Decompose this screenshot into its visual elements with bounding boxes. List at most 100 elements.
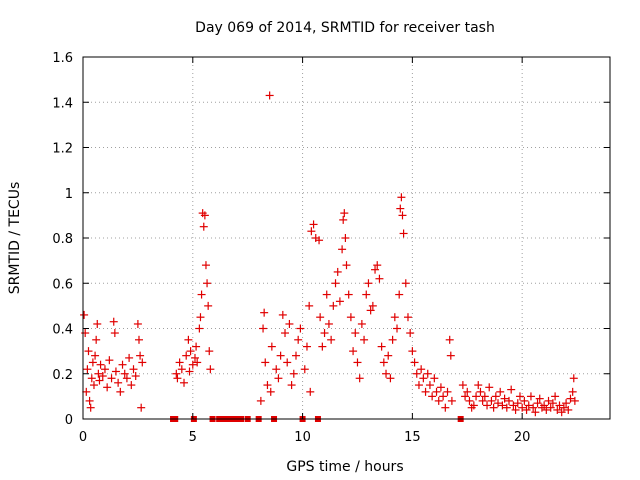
data-point xyxy=(421,387,430,396)
data-point xyxy=(522,405,531,414)
data-point xyxy=(500,394,509,403)
data-point xyxy=(294,335,303,344)
data-point xyxy=(307,227,316,236)
data-point xyxy=(267,342,276,351)
data-point xyxy=(322,290,331,299)
data-point xyxy=(489,403,498,412)
data-point xyxy=(398,211,407,220)
data-point xyxy=(388,335,397,344)
data-point xyxy=(504,396,513,405)
data-point xyxy=(281,329,290,338)
data-point xyxy=(408,347,417,356)
data-point xyxy=(320,329,329,338)
data-point xyxy=(287,381,296,390)
data-point xyxy=(338,245,347,254)
data-point xyxy=(333,267,342,276)
data-point xyxy=(474,381,483,390)
data-point xyxy=(443,387,452,396)
data-point xyxy=(406,329,415,338)
data-point xyxy=(80,310,89,319)
data-point xyxy=(568,387,577,396)
data-point xyxy=(434,396,443,405)
y-tick-labels: 0 0.2 0.4 0.6 0.8 1 1.2 1.4 1.6 xyxy=(52,51,73,428)
data-point xyxy=(199,222,208,231)
x-tick-label: 5 xyxy=(189,430,197,445)
data-point xyxy=(513,399,522,408)
data-point xyxy=(447,396,456,405)
data-point xyxy=(382,369,391,378)
x-tick-label: 15 xyxy=(404,430,421,445)
data-point xyxy=(346,313,355,322)
data-point xyxy=(419,374,428,383)
data-point xyxy=(131,372,140,381)
data-point xyxy=(193,358,202,367)
data-point xyxy=(496,387,505,396)
data-point xyxy=(458,381,467,390)
data-point xyxy=(103,383,112,392)
data-point xyxy=(93,319,102,328)
data-point xyxy=(116,387,125,396)
data-point xyxy=(342,261,351,270)
data-point xyxy=(188,360,197,369)
data-point xyxy=(100,365,109,374)
data-point xyxy=(502,403,511,412)
data-point xyxy=(89,381,98,390)
y-tick-label: 0.8 xyxy=(52,232,73,247)
data-point xyxy=(483,401,492,410)
data-point xyxy=(445,335,454,344)
data-point xyxy=(401,279,410,288)
data-point xyxy=(85,396,94,405)
data-point xyxy=(559,403,568,412)
x-tick-label: 20 xyxy=(514,430,531,445)
data-point xyxy=(393,324,402,333)
data-point xyxy=(379,358,388,367)
data-point xyxy=(564,405,573,414)
data-point xyxy=(173,374,182,383)
data-point xyxy=(276,351,285,360)
data-point xyxy=(395,290,404,299)
data-point xyxy=(344,290,353,299)
data-point xyxy=(136,351,145,360)
data-point xyxy=(417,365,426,374)
data-point xyxy=(302,342,311,351)
data-point xyxy=(185,367,194,376)
data-point xyxy=(95,376,104,385)
data-point xyxy=(177,365,186,374)
data-point xyxy=(465,396,474,405)
data-point xyxy=(518,403,527,412)
data-point xyxy=(509,401,518,410)
data-point xyxy=(296,324,305,333)
data-point xyxy=(263,381,272,390)
data-point xyxy=(118,360,127,369)
data-point xyxy=(138,358,147,367)
data-point xyxy=(316,313,325,322)
data-point xyxy=(375,274,384,283)
x-tick-label: 10 xyxy=(294,430,311,445)
x-tick-labels: 0 5 10 15 20 xyxy=(79,430,531,445)
data-point xyxy=(197,290,206,299)
data-point xyxy=(111,367,120,376)
data-point xyxy=(469,401,478,410)
data-point xyxy=(278,310,287,319)
data-point xyxy=(86,403,95,412)
data-point xyxy=(318,342,327,351)
x-tick-label: 0 xyxy=(79,430,87,445)
data-point xyxy=(114,378,123,387)
data-point xyxy=(190,353,199,362)
data-point xyxy=(265,91,274,100)
data-point xyxy=(386,374,395,383)
data-point xyxy=(368,301,377,310)
data-point xyxy=(133,319,142,328)
chart-title: Day 069 of 2014, SRMTID for receiver tas… xyxy=(195,20,495,36)
data-point xyxy=(94,369,103,378)
data-point xyxy=(180,378,189,387)
data-point xyxy=(306,387,315,396)
data-point xyxy=(569,374,578,383)
data-point xyxy=(351,329,360,338)
data-point xyxy=(122,374,131,383)
data-point xyxy=(461,392,470,401)
data-point xyxy=(98,372,107,381)
data-point xyxy=(110,329,119,338)
data-point xyxy=(566,394,575,403)
data-point xyxy=(364,279,373,288)
